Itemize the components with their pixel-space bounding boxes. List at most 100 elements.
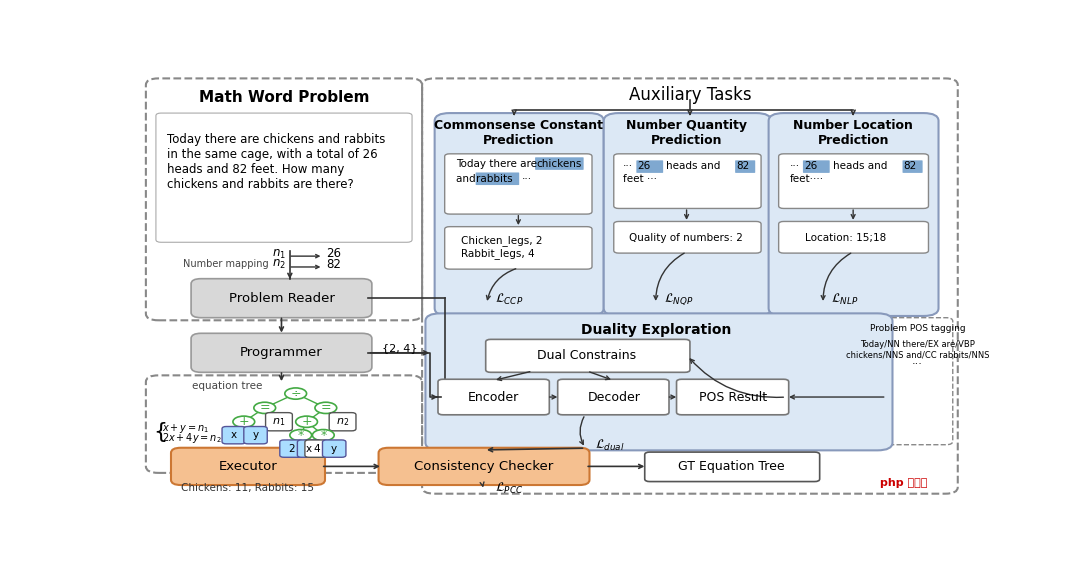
FancyBboxPatch shape bbox=[769, 113, 939, 316]
Circle shape bbox=[296, 416, 318, 427]
Text: x: x bbox=[306, 444, 312, 454]
FancyBboxPatch shape bbox=[323, 440, 346, 457]
Text: x: x bbox=[231, 430, 237, 440]
Text: $n_1$: $n_1$ bbox=[272, 416, 285, 428]
Text: y: y bbox=[253, 430, 258, 440]
Text: 82: 82 bbox=[735, 162, 750, 171]
Text: Rabbit_legs, 4: Rabbit_legs, 4 bbox=[461, 248, 535, 260]
Text: ···: ··· bbox=[522, 174, 531, 184]
FancyBboxPatch shape bbox=[191, 333, 372, 372]
FancyBboxPatch shape bbox=[329, 413, 356, 431]
FancyBboxPatch shape bbox=[244, 427, 267, 444]
Text: $\mathcal{L}_{dual}$: $\mathcal{L}_{dual}$ bbox=[595, 438, 625, 453]
Text: Consistency Checker: Consistency Checker bbox=[415, 460, 554, 473]
Text: chickens/NNS and/CC rabbits/NNS: chickens/NNS and/CC rabbits/NNS bbox=[846, 350, 989, 359]
Text: Chicken_legs, 2: Chicken_legs, 2 bbox=[461, 235, 543, 247]
Text: 26: 26 bbox=[326, 248, 341, 261]
Text: Problem POS tagging: Problem POS tagging bbox=[869, 324, 966, 333]
Text: Problem Reader: Problem Reader bbox=[229, 292, 335, 305]
FancyBboxPatch shape bbox=[735, 160, 755, 173]
Text: =: = bbox=[321, 401, 332, 414]
Text: and: and bbox=[456, 174, 478, 184]
Text: POS Result: POS Result bbox=[699, 391, 767, 404]
Text: $x + y = n_1$: $x + y = n_1$ bbox=[162, 422, 210, 435]
Text: Programmer: Programmer bbox=[240, 346, 323, 359]
Text: y: y bbox=[332, 444, 337, 454]
FancyBboxPatch shape bbox=[379, 448, 590, 485]
Text: Dual Constrains: Dual Constrains bbox=[538, 350, 636, 363]
Circle shape bbox=[312, 430, 334, 441]
Text: chickens: chickens bbox=[537, 159, 582, 169]
FancyBboxPatch shape bbox=[191, 279, 372, 318]
FancyBboxPatch shape bbox=[613, 154, 761, 208]
Text: 82: 82 bbox=[326, 258, 340, 271]
Text: Math Word Problem: Math Word Problem bbox=[199, 90, 369, 105]
Text: equation tree: equation tree bbox=[192, 381, 262, 391]
Text: Duality Exploration: Duality Exploration bbox=[581, 323, 731, 337]
Text: $\mathcal{L}_{CCP}$: $\mathcal{L}_{CCP}$ bbox=[495, 292, 523, 307]
FancyBboxPatch shape bbox=[222, 427, 245, 444]
FancyBboxPatch shape bbox=[171, 448, 325, 485]
Text: *: * bbox=[320, 428, 326, 442]
Text: $n_1$: $n_1$ bbox=[272, 247, 285, 261]
FancyBboxPatch shape bbox=[903, 160, 922, 173]
Text: Today there are: Today there are bbox=[456, 159, 540, 169]
FancyBboxPatch shape bbox=[297, 440, 321, 457]
Circle shape bbox=[285, 388, 307, 399]
Text: Executor: Executor bbox=[218, 460, 278, 473]
Text: feet ···: feet ··· bbox=[623, 175, 657, 185]
Text: ···: ··· bbox=[789, 162, 799, 171]
FancyBboxPatch shape bbox=[266, 413, 293, 431]
Text: $n_2$: $n_2$ bbox=[336, 416, 349, 428]
Text: $\mathcal{L}_{NLP}$: $\mathcal{L}_{NLP}$ bbox=[832, 292, 859, 307]
FancyBboxPatch shape bbox=[445, 227, 592, 269]
FancyBboxPatch shape bbox=[486, 339, 690, 372]
Circle shape bbox=[233, 416, 255, 427]
FancyBboxPatch shape bbox=[676, 379, 788, 415]
Text: feet····: feet···· bbox=[789, 175, 824, 185]
Text: Decoder: Decoder bbox=[588, 391, 640, 404]
Text: Today there are chickens and rabbits
in the same cage, with a total of 26
heads : Today there are chickens and rabbits in … bbox=[166, 132, 386, 191]
Text: Number mapping: Number mapping bbox=[183, 258, 268, 269]
FancyBboxPatch shape bbox=[802, 160, 829, 173]
FancyBboxPatch shape bbox=[434, 113, 604, 316]
Text: ···: ··· bbox=[623, 162, 633, 171]
Text: {: { bbox=[153, 422, 167, 442]
Text: Quality of numbers: 2: Quality of numbers: 2 bbox=[629, 233, 743, 243]
FancyBboxPatch shape bbox=[305, 440, 328, 457]
FancyBboxPatch shape bbox=[613, 221, 761, 253]
FancyBboxPatch shape bbox=[438, 379, 550, 415]
Text: Commonsense Constant
Prediction: Commonsense Constant Prediction bbox=[434, 119, 603, 146]
Text: 26: 26 bbox=[804, 162, 816, 171]
FancyBboxPatch shape bbox=[557, 379, 669, 415]
Text: 4: 4 bbox=[313, 444, 320, 454]
Text: ÷: ÷ bbox=[291, 387, 301, 400]
Text: =: = bbox=[259, 401, 270, 414]
Text: heads and: heads and bbox=[666, 162, 720, 171]
FancyBboxPatch shape bbox=[604, 113, 771, 316]
Text: +: + bbox=[301, 415, 312, 428]
Text: ···: ··· bbox=[913, 360, 923, 369]
Text: rabbits: rabbits bbox=[476, 174, 513, 184]
FancyBboxPatch shape bbox=[156, 113, 413, 242]
Text: 26: 26 bbox=[637, 162, 650, 171]
Text: Today/NN there/EX are/VBP: Today/NN there/EX are/VBP bbox=[860, 339, 975, 348]
Circle shape bbox=[254, 402, 275, 413]
FancyBboxPatch shape bbox=[475, 172, 519, 185]
FancyBboxPatch shape bbox=[445, 154, 592, 214]
Text: Location: 15;18: Location: 15;18 bbox=[805, 233, 886, 243]
Text: Encoder: Encoder bbox=[468, 391, 518, 404]
Text: *: * bbox=[298, 428, 303, 442]
FancyBboxPatch shape bbox=[280, 440, 303, 457]
Text: 82: 82 bbox=[903, 162, 917, 171]
Text: $n_2$: $n_2$ bbox=[272, 258, 285, 271]
Text: $2x + 4y = n_2$: $2x + 4y = n_2$ bbox=[162, 431, 221, 445]
Text: Auxiliary Tasks: Auxiliary Tasks bbox=[629, 86, 752, 104]
Text: heads and: heads and bbox=[833, 162, 888, 171]
Text: Number Location
Prediction: Number Location Prediction bbox=[793, 119, 913, 146]
FancyBboxPatch shape bbox=[426, 314, 892, 450]
FancyBboxPatch shape bbox=[779, 154, 929, 208]
Circle shape bbox=[289, 430, 312, 441]
FancyBboxPatch shape bbox=[636, 160, 663, 173]
Text: Number Quantity
Prediction: Number Quantity Prediction bbox=[626, 119, 747, 146]
